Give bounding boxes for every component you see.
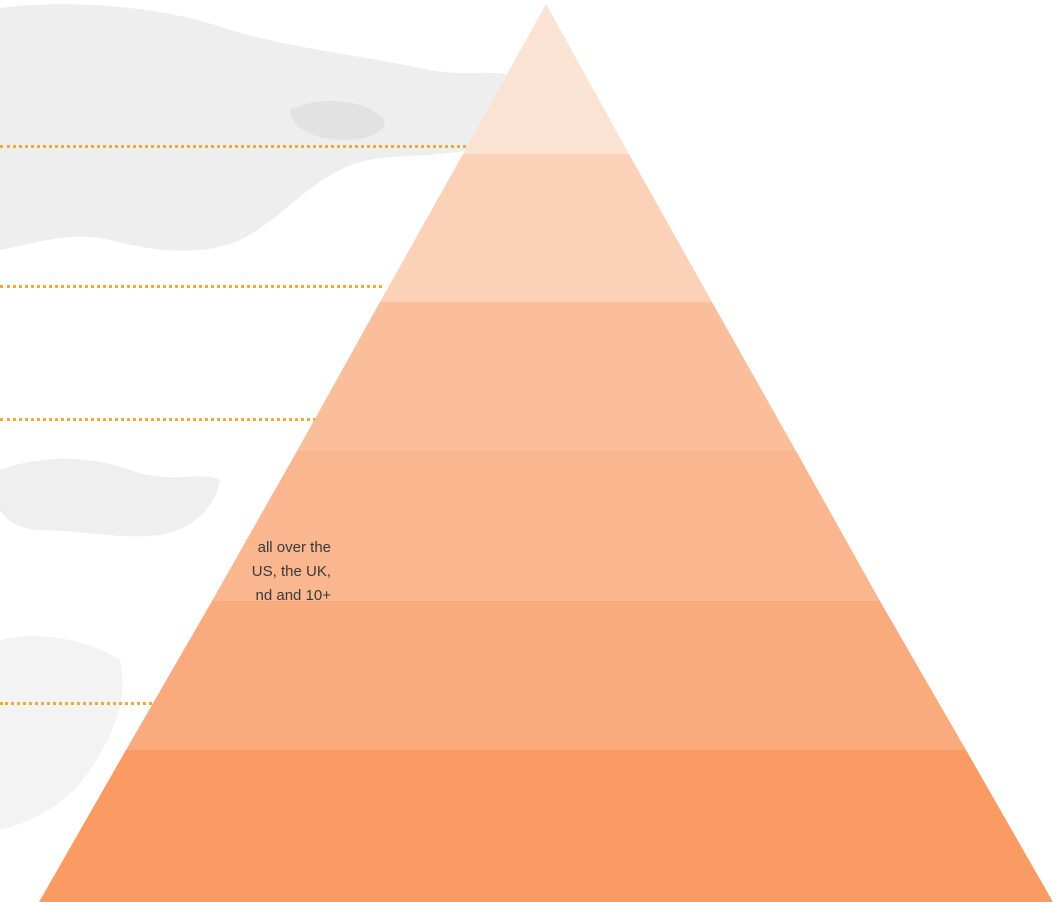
map-landmass-north — [0, 4, 520, 251]
pyramid-tier-3 — [297, 302, 796, 451]
map-landmass-mid — [0, 458, 220, 537]
leader-line-1 — [0, 145, 466, 148]
description-line-1: all over the — [257, 539, 331, 556]
description-text: all over the US, the UK, nd and 10+ — [0, 536, 331, 608]
description-line-3: nd and 10+ — [255, 587, 332, 604]
leader-line-3 — [0, 418, 346, 421]
pyramid-tier-5 — [126, 601, 966, 750]
pyramid-tier-4 — [212, 451, 880, 601]
description-line-2: US, the UK, — [251, 563, 331, 580]
leader-line-2 — [0, 285, 382, 288]
pyramid-tier-2 — [380, 154, 712, 302]
map-landmass-small — [290, 100, 385, 140]
map-landmass-south — [0, 636, 123, 830]
leader-line-4 — [0, 702, 164, 705]
pyramid-tier-1 — [463, 4, 629, 154]
pyramid-tier-6 — [39, 750, 1053, 902]
